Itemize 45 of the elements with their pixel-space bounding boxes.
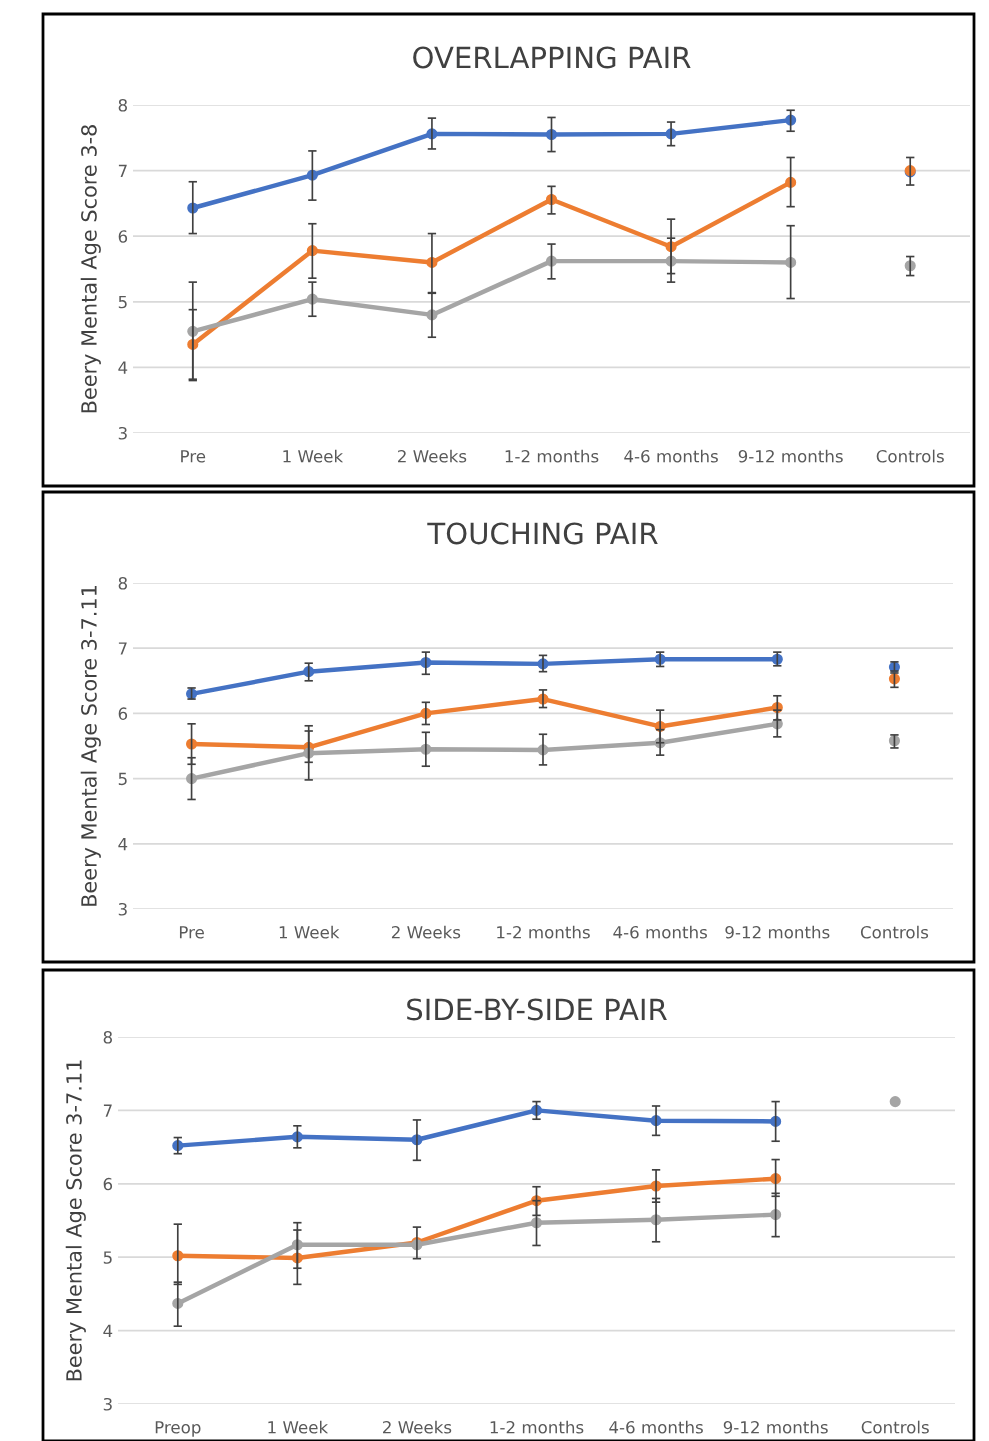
y-tick-label: 5 bbox=[103, 1251, 112, 1264]
x-tick-label: 2 Weeks bbox=[398, 449, 467, 463]
y-tick-label: 4 bbox=[118, 837, 128, 851]
x-tick-label: 1-2 months bbox=[505, 449, 599, 463]
x-tick-label: 2 Weeks bbox=[391, 925, 461, 939]
x-tick-label: Controls bbox=[860, 925, 929, 939]
y-tick-label: 5 bbox=[118, 295, 127, 309]
x-tick-label: 1-2 months bbox=[497, 925, 590, 939]
y-tick-label: 3 bbox=[103, 1397, 112, 1411]
x-tick-label: 1 Week bbox=[279, 925, 340, 939]
y-tick-label: 8 bbox=[118, 576, 127, 590]
x-tick-label: Controls bbox=[876, 449, 944, 463]
y-tick-label: 5 bbox=[118, 772, 127, 786]
y-tick-label: 6 bbox=[103, 1177, 113, 1191]
chart-title: OVERLAPPING PAIR bbox=[413, 46, 691, 69]
x-tick-label: 9-12 months bbox=[723, 1420, 828, 1434]
chart-title: TOUCHING PAIR bbox=[427, 522, 658, 545]
y-tick-label: 7 bbox=[118, 642, 127, 655]
y-tick-label: 4 bbox=[118, 361, 128, 374]
x-tick-label: 2 Weeks bbox=[383, 1420, 452, 1434]
x-tick-label: Controls bbox=[861, 1420, 929, 1434]
x-tick-label: 1 Week bbox=[268, 1420, 329, 1434]
x-tick-label: 9-12 months bbox=[738, 449, 843, 463]
y-tick-label: 6 bbox=[118, 230, 128, 243]
y-tick-label: 7 bbox=[118, 164, 127, 177]
y-axis-title: Beery Mental Age Score 3-7.11 bbox=[80, 586, 101, 906]
y-tick-label: 4 bbox=[103, 1324, 113, 1337]
y-tick-label: 7 bbox=[103, 1104, 112, 1117]
y-axis-title: Beery Mental Age Score 3-8 bbox=[80, 125, 101, 413]
y-tick-label: 3 bbox=[118, 902, 127, 916]
x-tick-label: Pre bbox=[179, 926, 204, 939]
x-tick-label: 9-12 months bbox=[725, 925, 830, 939]
x-tick-label: Preop bbox=[155, 1421, 201, 1437]
y-tick-label: 3 bbox=[118, 426, 127, 440]
x-tick-label: 1-2 months bbox=[490, 1420, 584, 1434]
y-tick-label: 8 bbox=[118, 98, 127, 112]
y-axis-title: Beery Mental Age Score 3-7.11 bbox=[65, 1060, 86, 1381]
y-tick-label: 6 bbox=[118, 707, 128, 720]
x-tick-label: Pre bbox=[181, 450, 206, 463]
x-tick-label: 1 Week bbox=[283, 449, 344, 463]
x-tick-label: 4-6 months bbox=[624, 449, 718, 463]
x-tick-label: 4-6 months bbox=[609, 1420, 703, 1434]
x-tick-label: 4-6 months bbox=[613, 925, 707, 939]
chart-title: SIDE-BY-SIDE PAIR bbox=[407, 998, 667, 1021]
y-tick-label: 8 bbox=[103, 1030, 112, 1044]
